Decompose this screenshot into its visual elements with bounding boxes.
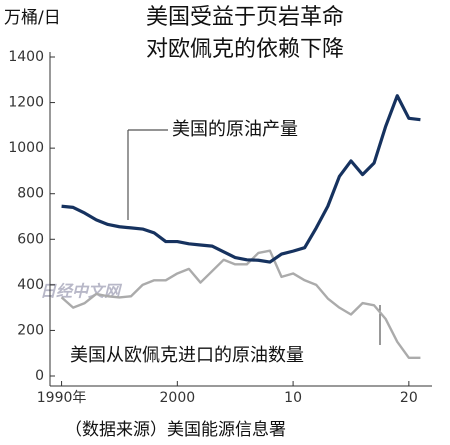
source: （数据来源）美国能源信息署 [65,420,286,440]
y-tick-label: 1000 [8,140,44,156]
x-tick-label: 20 [400,390,418,406]
chart-subtitle: 对欧佩克的依赖下降 [146,37,344,62]
y-tick-label: 800 [17,186,44,202]
y-tick-label: 400 [17,277,44,293]
series-line [60,249,421,359]
y-tick-label: 1200 [8,95,44,111]
y-tick-label: 0 [35,368,44,384]
x-tick-label: 10 [284,390,302,406]
y-tick-label: 200 [17,322,44,338]
y-axis-label: 万桶/日 [4,8,61,28]
y-tick-label: 600 [17,231,44,247]
series-line [61,94,421,264]
series-label: 美国的原油产量 [172,119,298,140]
chart-title: 美国受益于页岩革命 [146,5,344,30]
series-label: 美国从欧佩克进口的原油数量 [70,345,304,366]
y-tick-label: 1400 [8,49,44,65]
x-tick-label: 2000 [160,390,196,406]
x-tick-label: 1990年 [37,390,87,406]
